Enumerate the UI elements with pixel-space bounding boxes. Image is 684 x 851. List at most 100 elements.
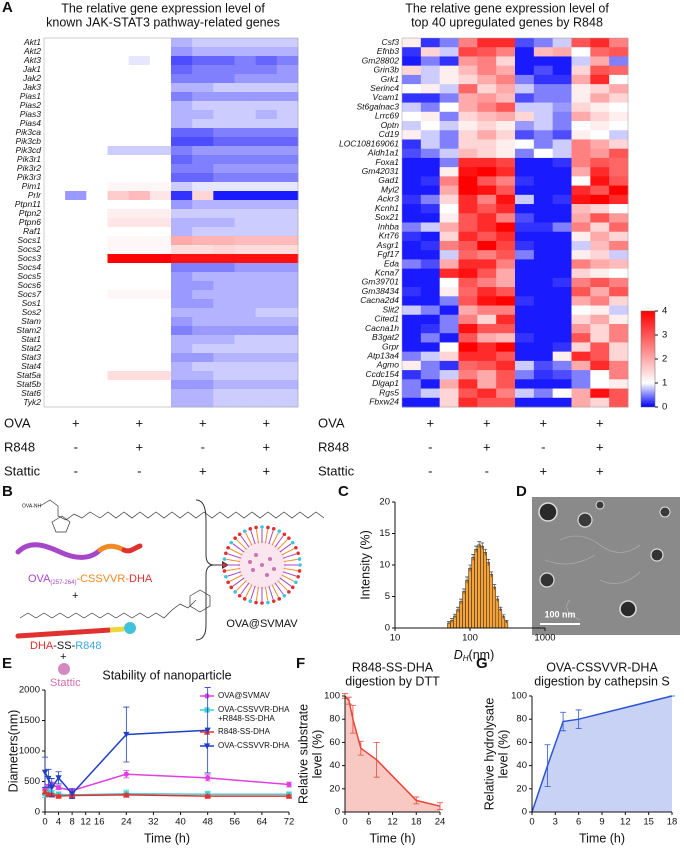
heat-cell [234, 101, 257, 111]
heat-cell [590, 93, 610, 103]
row-label: Jak2 [22, 73, 41, 83]
heat-cell [213, 236, 235, 246]
heat-cell [255, 128, 278, 138]
heat-cell [86, 92, 108, 102]
histogram-bar [459, 601, 463, 629]
heat-cell [65, 236, 87, 246]
micelle-tail [245, 532, 253, 546]
point [204, 707, 210, 713]
heat-cell [458, 277, 478, 288]
heat-cell [171, 290, 193, 300]
heat-cell [609, 176, 629, 186]
heat-cell [458, 213, 478, 223]
heat-cell [149, 74, 172, 84]
heat-cell [234, 299, 257, 309]
heat-cell [439, 130, 459, 140]
heat-cell [420, 65, 441, 76]
x-tick-label: 0 [42, 817, 47, 828]
heat-cell [420, 213, 441, 223]
heat-cell [192, 290, 214, 300]
heat-cell [496, 314, 516, 325]
heat-cell [234, 137, 257, 147]
heat-cell [128, 299, 151, 309]
heat-cell [590, 148, 610, 159]
heat-cell [552, 167, 572, 177]
row-label: Atp13a4 [366, 351, 399, 361]
micelle-head [271, 527, 276, 531]
x-tick-label: 0 [529, 817, 534, 828]
heat-cell [276, 344, 299, 354]
heat-cell [477, 65, 497, 76]
heat-cell [515, 259, 535, 270]
heat-cell [276, 74, 299, 84]
histogram-bar [486, 562, 490, 629]
heat-cell [496, 213, 516, 223]
heat-cell [234, 227, 257, 237]
heat-cell [496, 342, 516, 353]
heat-cell [402, 102, 422, 113]
heat-cell [192, 263, 214, 273]
heat-cell [458, 222, 478, 233]
heat-cell [192, 326, 214, 336]
error-bar [349, 704, 356, 734]
heat-cell [44, 236, 66, 246]
heat-cell [496, 296, 516, 306]
heat-cell [276, 380, 299, 390]
heat-cell [439, 121, 459, 131]
heat-cell [171, 263, 193, 273]
condition-mark: + [262, 463, 270, 478]
heat-cell [213, 47, 235, 57]
x-tick-label: 15 [643, 817, 654, 828]
y-tick-label: 5 [385, 591, 390, 602]
heat-cell [458, 121, 478, 131]
heat-cell [552, 222, 572, 233]
histogram-bar [492, 586, 497, 629]
heat-cell [44, 155, 66, 165]
heat-cell [213, 65, 235, 75]
heat-cell [552, 360, 572, 371]
heat-cell [255, 389, 278, 399]
heat-cell [458, 102, 478, 113]
schematic: OVA-NH OVA(257-264)-CSSVVR-DHA + DHA-SS-… [15, 499, 325, 689]
heat-cell [571, 213, 591, 223]
heat-cell [213, 299, 235, 309]
heat-cell [402, 250, 422, 260]
heat-cell [515, 139, 535, 150]
heat-cell [255, 263, 278, 273]
heat-cell [515, 379, 535, 389]
heat-cell [276, 272, 299, 282]
heat-cell [128, 209, 151, 219]
heat-cell [552, 65, 572, 76]
heat-cell [571, 130, 591, 140]
x-tick-label: 6 [576, 817, 581, 828]
heat-cell [65, 218, 87, 228]
histogram-bar [474, 549, 478, 629]
heat-cell [590, 222, 610, 233]
heat-cell [255, 335, 278, 345]
heat-cell [402, 157, 422, 168]
heat-cell [86, 119, 108, 129]
heat-cell [477, 351, 497, 362]
row-label: Krt76 [379, 231, 400, 241]
condition-mark: + [72, 415, 80, 430]
heat-cell [171, 227, 193, 237]
heat-cell [128, 389, 151, 399]
chart-title: OVA-CSSVVR-DHA [546, 660, 658, 674]
heat-cell [86, 227, 108, 237]
heat-cell [439, 397, 459, 408]
heat-cell [149, 317, 172, 327]
heat-cell [477, 296, 497, 306]
micelle-tail [226, 558, 241, 563]
heat-cell [44, 245, 66, 255]
heat-cell [515, 213, 535, 223]
heat-cell [515, 47, 535, 57]
micelle-drug [248, 560, 252, 564]
heat-cell [402, 121, 422, 131]
heat-cell [533, 351, 554, 362]
heat-cell [149, 191, 172, 201]
point [123, 771, 129, 777]
heat-cell [192, 65, 214, 75]
heat-cell [477, 167, 497, 177]
heat-cell [234, 281, 257, 291]
heat-cell [402, 314, 422, 325]
